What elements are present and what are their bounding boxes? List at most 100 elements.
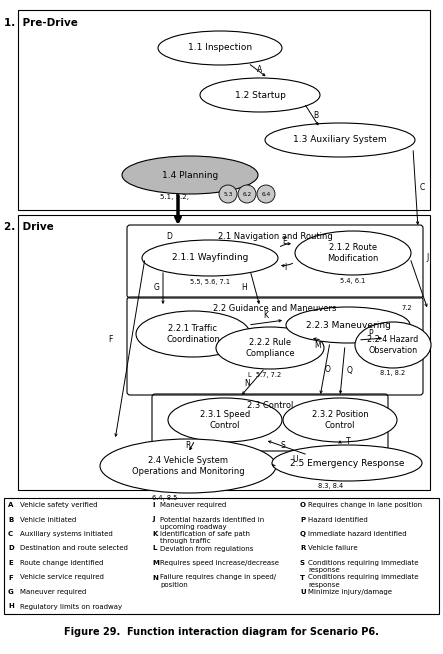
Ellipse shape <box>355 322 431 368</box>
Circle shape <box>257 185 275 203</box>
Text: 2.3.2 Position
Control: 2.3.2 Position Control <box>312 410 368 430</box>
Ellipse shape <box>142 240 278 276</box>
Text: I: I <box>152 502 155 508</box>
Text: Identification of safe path
through traffic: Identification of safe path through traf… <box>160 531 250 544</box>
Text: D: D <box>166 232 172 241</box>
Text: 1.2 Startup: 1.2 Startup <box>234 90 285 99</box>
Text: Destination and route selected: Destination and route selected <box>20 545 128 551</box>
Text: Conditions requiring immediate
response: Conditions requiring immediate response <box>308 574 419 587</box>
Text: T: T <box>300 574 305 581</box>
Text: 2.3 Control: 2.3 Control <box>247 401 293 410</box>
Text: 2.5 Emergency Response: 2.5 Emergency Response <box>290 458 404 468</box>
Text: Vehicle service required: Vehicle service required <box>20 574 104 581</box>
Text: G: G <box>154 283 160 292</box>
Text: D: D <box>8 545 14 551</box>
Text: J: J <box>152 517 155 523</box>
Ellipse shape <box>295 231 411 275</box>
Text: Regulatory limits on roadway: Regulatory limits on roadway <box>20 604 122 610</box>
Text: 1.1 Inspection: 1.1 Inspection <box>188 44 252 52</box>
Text: Maneuver required: Maneuver required <box>160 502 226 508</box>
Text: P: P <box>369 328 373 337</box>
Text: 5.5, 5.6, 7.1: 5.5, 5.6, 7.1 <box>190 279 230 285</box>
Text: M: M <box>315 341 321 349</box>
Text: T: T <box>346 436 350 445</box>
Text: 2.1.2 Route
Modification: 2.1.2 Route Modification <box>327 243 379 263</box>
Text: R: R <box>185 441 190 449</box>
Text: Failure requires change in speed/
position: Failure requires change in speed/ positi… <box>160 574 276 587</box>
Text: S: S <box>300 560 305 566</box>
Text: Vehicle safety verified: Vehicle safety verified <box>20 502 97 508</box>
Ellipse shape <box>200 78 320 112</box>
Text: C: C <box>420 184 425 192</box>
Text: 6.2: 6.2 <box>242 192 252 196</box>
Text: 1.3 Auxiliary System: 1.3 Auxiliary System <box>293 135 387 145</box>
Text: O: O <box>325 366 331 375</box>
Text: Q: Q <box>300 531 306 537</box>
Text: M: M <box>152 560 159 566</box>
Text: 2.1 Navigation and Routing: 2.1 Navigation and Routing <box>218 232 332 241</box>
Text: U: U <box>292 455 298 464</box>
Ellipse shape <box>136 311 250 357</box>
Text: 2.2 Guidance and Maneuvers: 2.2 Guidance and Maneuvers <box>214 304 337 313</box>
Text: Hazard identified: Hazard identified <box>308 517 368 523</box>
Text: 2.1.1 Wayfinding: 2.1.1 Wayfinding <box>172 254 248 262</box>
Ellipse shape <box>265 123 415 157</box>
Text: Figure 29.  Function interaction diagram for Scenario P6.: Figure 29. Function interaction diagram … <box>63 627 378 637</box>
Text: O: O <box>300 502 306 508</box>
Text: J: J <box>427 254 429 262</box>
Text: Requires change in lane position: Requires change in lane position <box>308 502 422 508</box>
Text: C: C <box>8 531 13 537</box>
Text: B: B <box>314 111 319 120</box>
Text: 8.3, 8.4: 8.3, 8.4 <box>318 483 343 489</box>
Text: L: L <box>152 545 156 551</box>
Ellipse shape <box>272 445 422 481</box>
Text: Conditions requiring immediate
response: Conditions requiring immediate response <box>308 560 419 573</box>
Text: H: H <box>241 283 247 292</box>
Text: 2.2.2 Rule
Compliance: 2.2.2 Rule Compliance <box>245 338 295 358</box>
Ellipse shape <box>100 439 276 493</box>
Text: 6.4, 8.5: 6.4, 8.5 <box>152 495 177 501</box>
Text: 6.4: 6.4 <box>261 192 271 196</box>
Text: L  5.7, 7.2: L 5.7, 7.2 <box>248 372 281 378</box>
Text: 5.3: 5.3 <box>223 192 233 196</box>
Ellipse shape <box>122 156 258 194</box>
Text: Potential hazards identified in
upcoming roadway: Potential hazards identified in upcoming… <box>160 517 264 530</box>
Text: 2.  Drive: 2. Drive <box>4 222 54 232</box>
Text: G: G <box>8 589 14 595</box>
Text: H: H <box>8 604 14 610</box>
Ellipse shape <box>216 327 324 369</box>
Text: 8.1, 8.2: 8.1, 8.2 <box>381 370 406 376</box>
Text: K: K <box>264 311 268 320</box>
Text: N: N <box>244 379 250 388</box>
Text: S: S <box>280 441 285 449</box>
Text: N: N <box>152 574 158 581</box>
Text: I: I <box>284 264 286 273</box>
Circle shape <box>219 185 237 203</box>
Text: 2.4 Vehicle System
Operations and Monitoring: 2.4 Vehicle System Operations and Monito… <box>132 456 244 475</box>
Text: F: F <box>108 336 112 345</box>
Text: F: F <box>8 574 13 581</box>
Text: A: A <box>8 502 13 508</box>
Circle shape <box>238 185 256 203</box>
Text: Vehicle failure: Vehicle failure <box>308 545 358 551</box>
Text: 7.2: 7.2 <box>402 305 412 311</box>
Text: Requires speed increase/decrease: Requires speed increase/decrease <box>160 560 279 566</box>
Text: E: E <box>283 237 288 247</box>
Text: 5.4, 6.1: 5.4, 6.1 <box>340 278 365 284</box>
Text: E: E <box>8 560 13 566</box>
Text: A: A <box>257 65 263 75</box>
Text: Vehicle initiated: Vehicle initiated <box>20 517 76 523</box>
Ellipse shape <box>168 398 282 442</box>
Ellipse shape <box>283 398 397 442</box>
Text: P: P <box>300 517 305 523</box>
Text: 2.2.1 Traffic
Coordination: 2.2.1 Traffic Coordination <box>166 324 220 344</box>
Text: 1.  Pre-Drive: 1. Pre-Drive <box>4 18 78 28</box>
Text: Maneuver required: Maneuver required <box>20 589 86 595</box>
Text: K: K <box>152 531 157 537</box>
Text: B: B <box>8 517 13 523</box>
Ellipse shape <box>286 307 410 343</box>
Text: R: R <box>300 545 305 551</box>
Text: 2.2.4 Hazard
Observation: 2.2.4 Hazard Observation <box>367 336 419 354</box>
Text: Q: Q <box>347 366 353 375</box>
Text: 5.1, 5.2,: 5.1, 5.2, <box>160 194 189 200</box>
